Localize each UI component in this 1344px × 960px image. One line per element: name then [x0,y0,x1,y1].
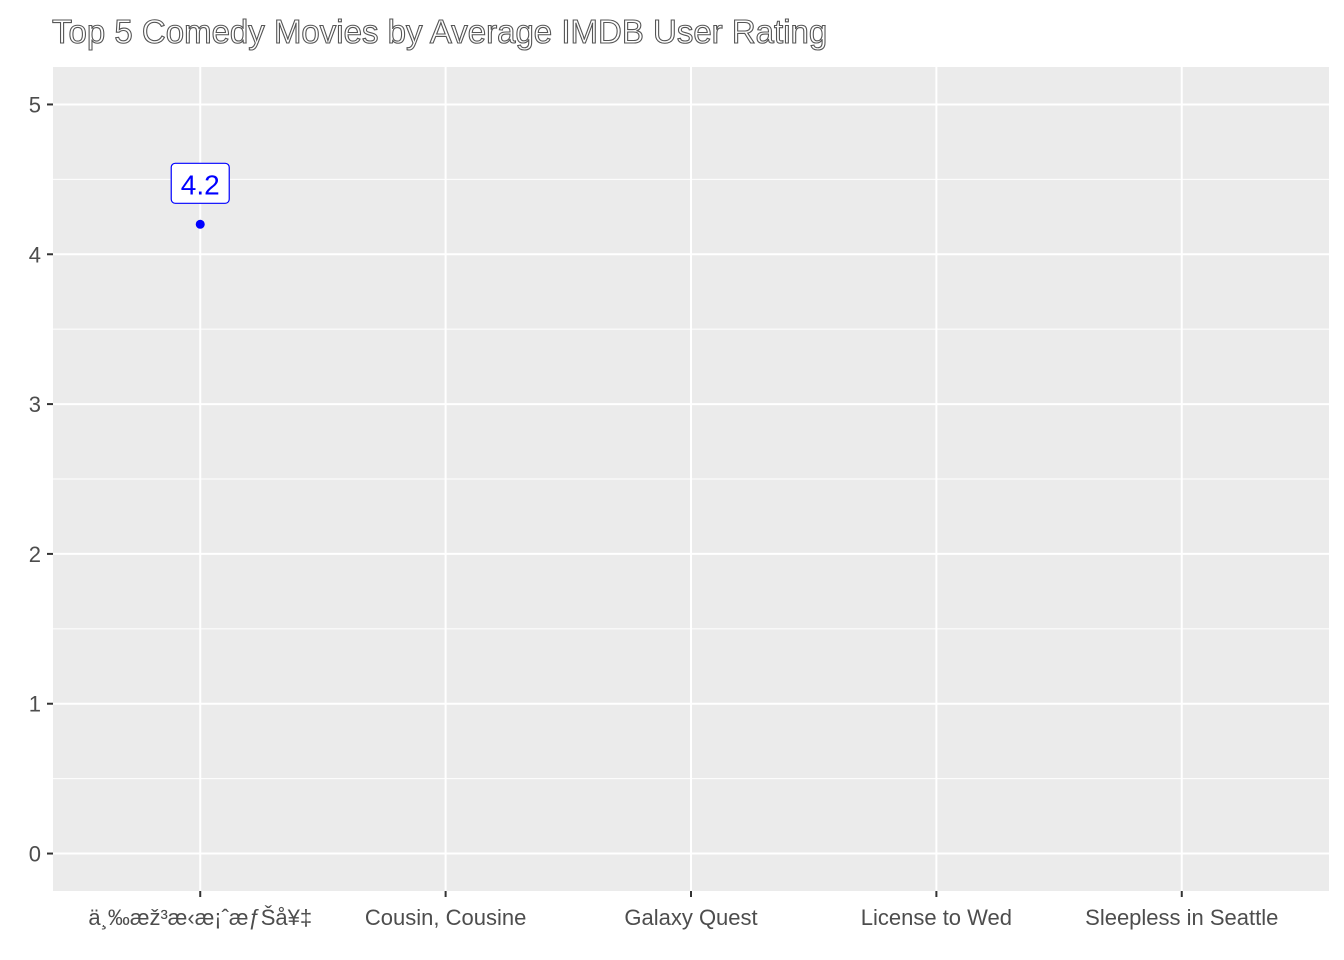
y-tick-label: 5 [29,92,41,117]
y-axis: 0 1 2 3 4 5 [29,92,53,867]
y-tick-label: 0 [29,842,41,867]
data-point [195,219,205,229]
y-tick-label: 3 [29,392,41,417]
y-tick-label: 4 [29,242,41,267]
data-label: 4.2 [170,162,230,204]
chart-title: Top 5 Comedy Movies by Average IMDB User… [51,12,828,50]
x-tick-label: Cousin, Cousine [365,905,526,930]
x-tick-label: Galaxy Quest [624,905,757,930]
data-label-box [170,162,230,204]
x-tick-label: License to Wed [861,905,1012,930]
y-tick-label: 2 [29,542,41,567]
x-tick-label: Sleepless in Seattle [1085,905,1278,930]
data-marks: 4.2 [170,162,230,229]
y-tick-label: 1 [29,692,41,717]
x-tick-label: ä¸‰æž³æ‹æ¡ˆæƒŠå¥‡ [88,905,312,931]
grid-major-lines [53,67,1329,891]
data-label-text: 4.2 [181,169,220,200]
x-axis: ä¸‰æž³æ‹æ¡ˆæƒŠå¥‡ Cousin, Cousine Galaxy Q… [88,891,1278,931]
